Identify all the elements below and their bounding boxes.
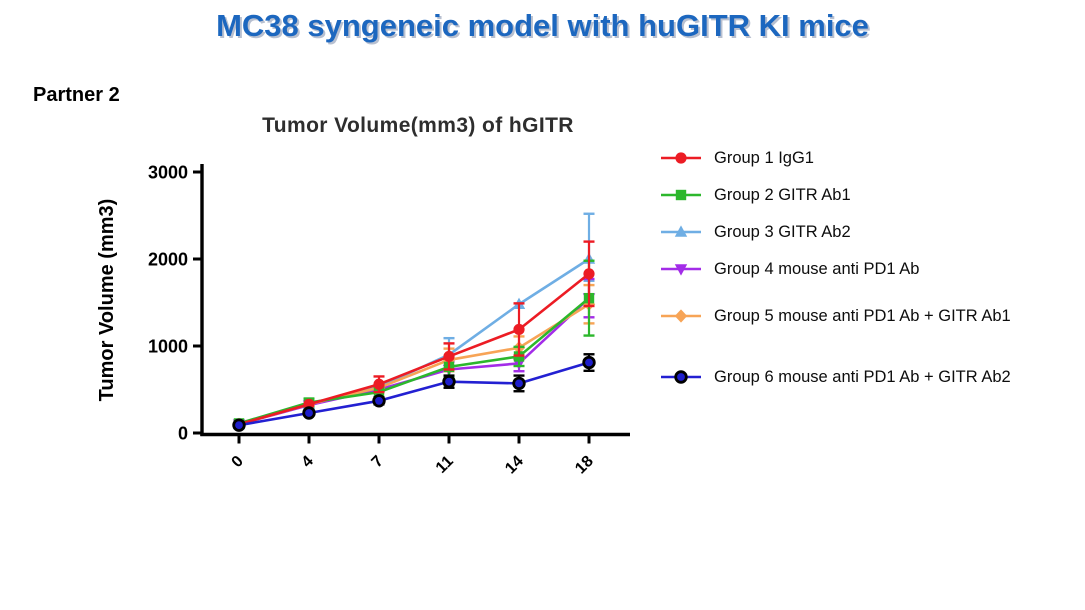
slide-title: MC38 syngeneic model with huGITR KI mice	[216, 8, 869, 43]
y-tick-label: 1000	[148, 337, 188, 357]
group-3-gitr-ab2-marker-icon	[661, 225, 701, 237]
legend-label: Group 5 mouse anti PD1 Ab + GITR Ab1	[714, 306, 1011, 325]
series-group-3-gitr-ab2	[232, 212, 596, 430]
y-tick-label: 0	[178, 424, 188, 444]
legend-label: Group 2 GITR Ab1	[714, 185, 851, 204]
series-group-6-mouse-anti-pd1-ab-gitr-ab2	[232, 353, 596, 432]
group-6-mouse-anti-pd1-ab-gitr-ab2-marker-icon	[661, 370, 701, 384]
legend-label: Group 4 mouse anti PD1 Ab	[714, 259, 920, 278]
partner-label: Partner 2	[33, 84, 120, 106]
x-tick-label: 18	[572, 453, 597, 478]
chart-legend: Group 1 IgG1 Group 2 GITR Ab1 Group 3 GITR…	[658, 0, 1083, 610]
tumor-volume-chart: 0 1000 2000 3000 0 4 7 11 14 18	[148, 163, 630, 478]
x-tick-label: 11	[433, 453, 457, 477]
x-tick-label: 14	[502, 453, 527, 478]
group-1-igg1-marker-icon	[661, 152, 701, 164]
group-2-gitr-ab1-marker-icon	[661, 189, 701, 201]
group-4-mouse-anti-pd1-ab-marker-icon	[661, 264, 701, 276]
legend-label: Group 6 mouse anti PD1 Ab + GITR Ab2	[714, 367, 1011, 386]
legend-item-group-1-igg1: Group 1 IgG1	[658, 146, 814, 170]
y-axis-ticks: 0 1000 2000 3000	[148, 163, 202, 444]
y-tick-label: 2000	[148, 250, 188, 270]
y-tick-label: 3000	[148, 163, 188, 183]
x-axis-ticks: 0 4 7 11 14 18	[229, 434, 597, 478]
legend-item-group-5-mouse-anti-pd1-ab-gitr-ab1: Group 5 mouse anti PD1 Ab + GITR Ab1	[658, 304, 1011, 328]
x-tick-label: 4	[299, 453, 317, 471]
x-tick-label: 7	[369, 453, 387, 471]
chart-title: Tumor Volume(mm3) of hGITR	[262, 114, 574, 137]
group-5-mouse-anti-pd1-ab-gitr-ab1-marker-icon	[661, 309, 701, 323]
x-tick-label: 0	[229, 453, 247, 471]
legend-item-group-2-gitr-ab1: Group 2 GITR Ab1	[658, 183, 851, 207]
legend-item-group-6-mouse-anti-pd1-ab-gitr-ab2: Group 6 mouse anti PD1 Ab + GITR Ab2	[658, 365, 1011, 389]
legend-label: Group 3 GITR Ab2	[714, 222, 851, 241]
legend-item-group-4-mouse-anti-pd1-ab: Group 4 mouse anti PD1 Ab	[658, 257, 919, 281]
axes	[200, 164, 630, 437]
legend-label: Group 1 IgG1	[714, 148, 814, 167]
legend-item-group-3-gitr-ab2: Group 3 GITR Ab2	[658, 220, 851, 244]
